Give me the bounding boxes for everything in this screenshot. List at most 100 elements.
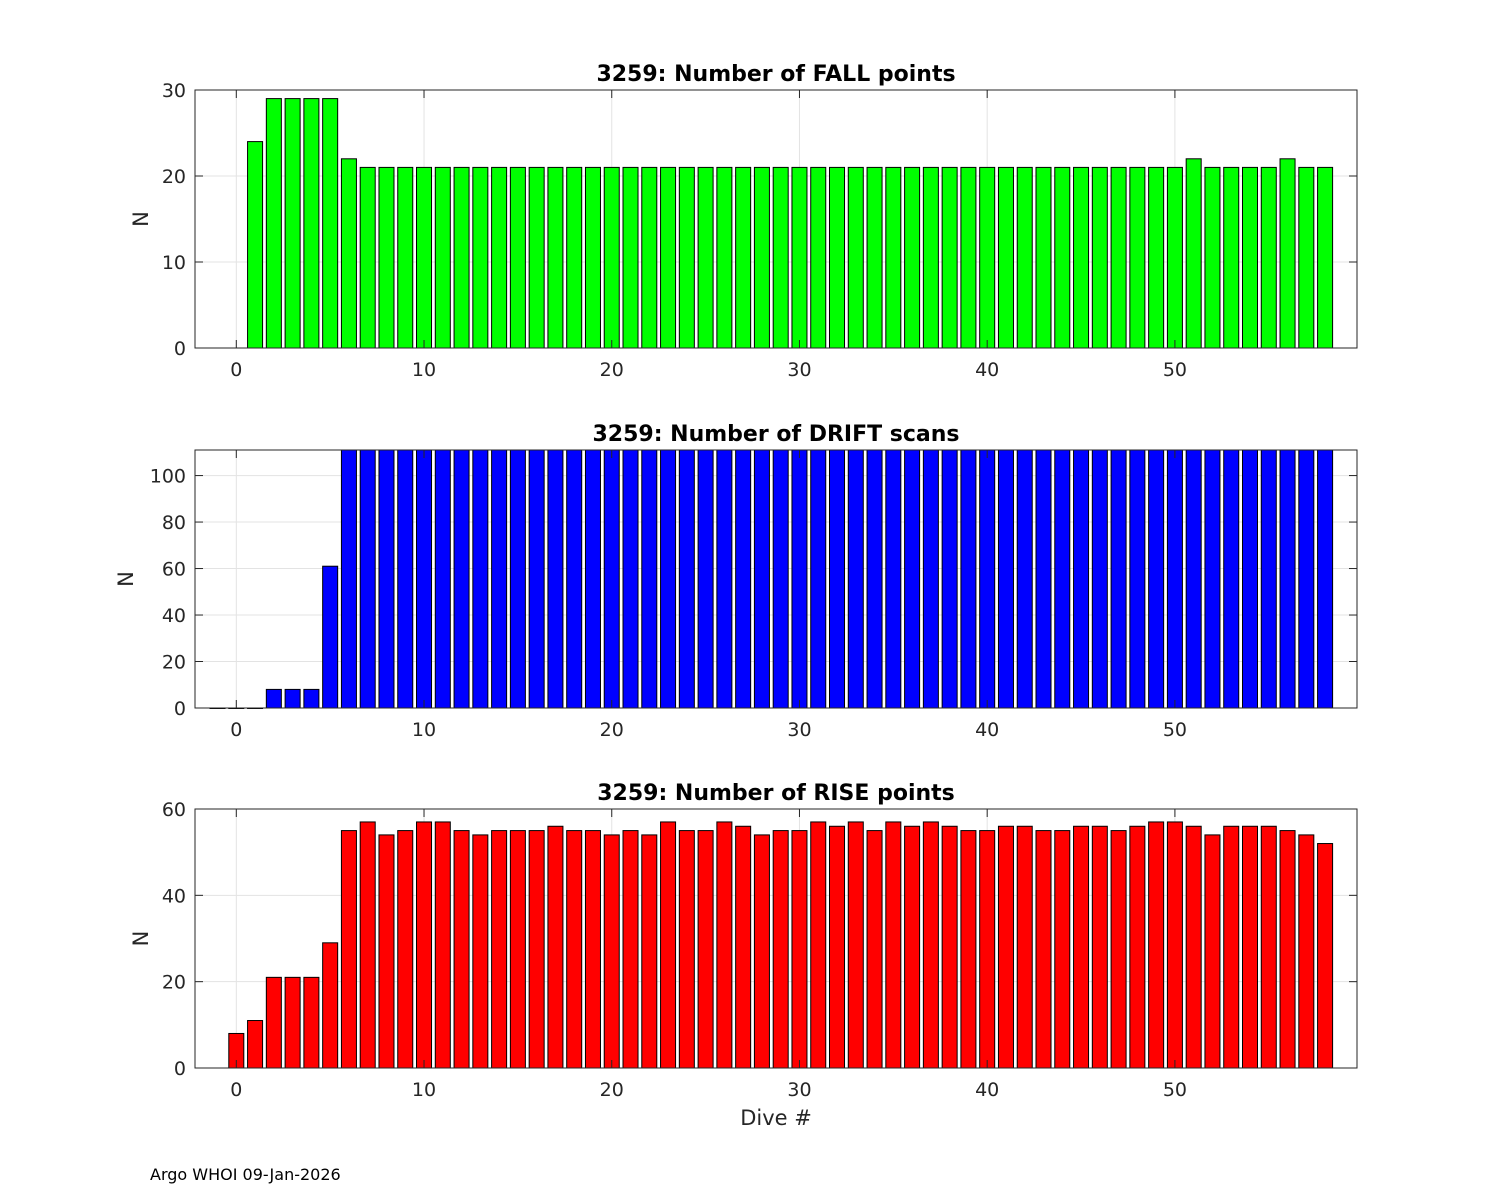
drift-bar <box>1223 449 1240 709</box>
fall-bar <box>434 166 451 349</box>
rise-bar <box>1223 825 1240 1069</box>
rise-bar <box>810 821 827 1069</box>
drift-ylabel: N <box>114 571 138 587</box>
fall-bar <box>284 98 301 349</box>
rise-bar <box>491 830 508 1069</box>
fall-bar <box>753 166 770 349</box>
rise-bar <box>1166 821 1183 1069</box>
drift-xtick-label: 10 <box>412 719 436 741</box>
rise-xtick-label: 0 <box>230 1079 242 1101</box>
rise-bar <box>416 821 433 1069</box>
rise-bar <box>997 825 1014 1069</box>
fall-ylabel: N <box>129 211 153 227</box>
rise-bar <box>678 830 695 1069</box>
drift-bar <box>1129 449 1146 709</box>
fall-bar <box>303 98 320 349</box>
rise-bar <box>509 830 526 1069</box>
drift-bar <box>1298 449 1315 709</box>
drift-bar <box>1091 449 1108 709</box>
fall-ytick-label: 30 <box>162 80 186 102</box>
rise-bar <box>303 976 320 1069</box>
drift-bar <box>1148 449 1165 709</box>
fall-bar <box>509 166 526 349</box>
rise-bar <box>340 830 357 1069</box>
rise-bar <box>1204 834 1221 1069</box>
fall-bar <box>697 166 714 349</box>
fall-ytick-label: 20 <box>162 166 186 188</box>
fall-bar <box>716 166 733 349</box>
fall-bar <box>885 166 902 349</box>
drift-bar <box>359 449 376 709</box>
fall-bar <box>340 158 357 349</box>
rise-bar <box>434 821 451 1069</box>
rise-bar <box>1298 834 1315 1069</box>
fall-title: 3259: Number of FALL points <box>596 62 955 87</box>
rise-bar <box>284 976 301 1069</box>
drift-bar <box>1054 449 1071 709</box>
drift-bar <box>1279 449 1296 709</box>
rise-ytick-label: 0 <box>174 1058 186 1080</box>
drift-bar <box>509 449 526 709</box>
drift-bar <box>641 449 658 709</box>
rise-xtick-label: 10 <box>412 1079 436 1101</box>
rise-ytick-label: 60 <box>162 799 186 821</box>
rise-bar <box>603 834 620 1069</box>
fall-xtick-label: 20 <box>600 359 624 381</box>
drift-ytick-label: 0 <box>174 698 186 720</box>
fall-bar <box>1091 166 1108 349</box>
rise-bar <box>528 830 545 1069</box>
rise-bar <box>753 834 770 1069</box>
fall-bar <box>247 141 264 349</box>
rise-bar <box>904 825 921 1069</box>
fall-xtick-label: 50 <box>1163 359 1187 381</box>
rise-bar <box>1317 843 1334 1069</box>
drift-bar <box>678 449 695 709</box>
rise-xlabel: Dive # <box>740 1106 812 1130</box>
rise-ytick-label: 40 <box>162 885 186 907</box>
fall-xtick-label: 0 <box>230 359 242 381</box>
drift-bar <box>1073 449 1090 709</box>
footer-stamp: Argo WHOI 09-Jan-2026 <box>150 1165 341 1184</box>
fall-xtick-label: 10 <box>412 359 436 381</box>
rise-bar <box>1016 825 1033 1069</box>
fall-bar <box>547 166 564 349</box>
drift-bar <box>697 449 714 709</box>
rise-bar <box>1185 825 1202 1069</box>
rise-bar <box>791 830 808 1069</box>
rise-bar <box>472 834 489 1069</box>
fall-bar <box>528 166 545 349</box>
drift-bar <box>284 688 301 709</box>
drift-bar <box>1110 449 1127 709</box>
drift-bar <box>904 449 921 709</box>
drift-xtick-label: 20 <box>600 719 624 741</box>
drift-xtick-label: 50 <box>1163 719 1187 741</box>
rise-bar <box>1129 825 1146 1069</box>
rise-bar <box>397 830 414 1069</box>
rise-bar <box>772 830 789 1069</box>
fall-bar <box>491 166 508 349</box>
drift-bar <box>322 565 339 709</box>
fall-axes-frame <box>194 89 1358 349</box>
fall-bar <box>566 166 583 349</box>
drift-ytick-label: 40 <box>162 605 186 627</box>
fall-bar <box>1035 166 1052 349</box>
drift-bar <box>378 449 395 709</box>
fall-bar <box>416 166 433 349</box>
rise-bar <box>622 830 639 1069</box>
rise-bar <box>922 821 939 1069</box>
rise-bar <box>322 942 339 1069</box>
fall-bar <box>1260 166 1277 349</box>
fall-bar <box>378 166 395 349</box>
fall-bar <box>1054 166 1071 349</box>
drift-bar <box>791 449 808 709</box>
rise-bar <box>378 834 395 1069</box>
fall-bar <box>1016 166 1033 349</box>
drift-bar <box>472 449 489 709</box>
rise-bar <box>1260 825 1277 1069</box>
drift-bar <box>885 449 902 709</box>
rise-title: 3259: Number of RISE points <box>597 781 955 806</box>
drift-bar <box>547 449 564 709</box>
fall-bar <box>1241 166 1259 349</box>
fall-bar <box>584 166 601 349</box>
drift-bar <box>622 449 639 709</box>
